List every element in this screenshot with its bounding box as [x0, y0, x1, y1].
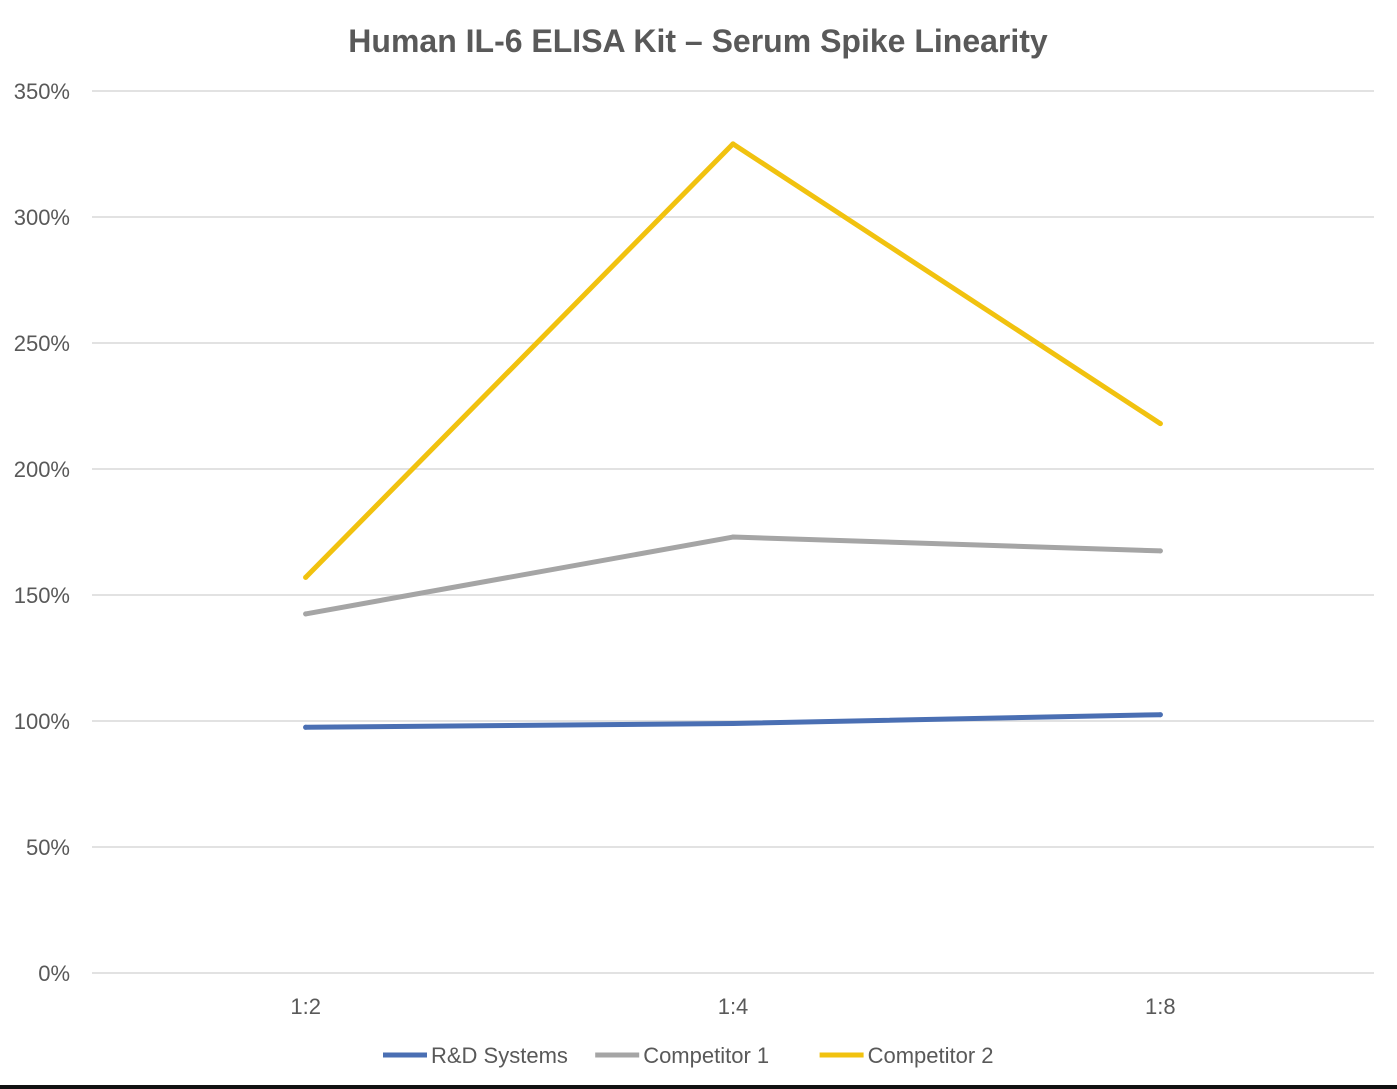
legend-label: R&D Systems	[431, 1043, 568, 1068]
data-point	[1157, 421, 1163, 427]
y-tick-label: 300%	[14, 205, 70, 230]
legend-item: R&D Systems	[383, 1043, 568, 1068]
y-tick-label: 150%	[14, 583, 70, 608]
data-point	[303, 724, 309, 730]
y-axis-tick-labels: 0% 50% 100% 150% 200% 250% 300% 350%	[14, 79, 70, 986]
data-point	[730, 534, 736, 540]
series-line-2	[303, 141, 1163, 580]
x-tick-label: 1:2	[290, 994, 321, 1019]
data-point	[303, 574, 309, 580]
gridlines	[92, 90, 1374, 974]
legend-label: Competitor 2	[868, 1043, 994, 1068]
y-tick-label: 250%	[14, 331, 70, 356]
y-tick-label: 200%	[14, 457, 70, 482]
data-point	[303, 611, 309, 617]
y-tick-label: 50%	[26, 835, 70, 860]
legend-label: Competitor 1	[643, 1043, 769, 1068]
data-point	[1157, 712, 1163, 718]
legend: R&D Systems Competitor 1 Competitor 2	[383, 1043, 994, 1068]
chart-title: Human IL-6 ELISA Kit – Serum Spike Linea…	[348, 23, 1048, 59]
data-point	[730, 721, 736, 727]
legend-item: Competitor 1	[595, 1043, 769, 1068]
x-tick-label: 1:8	[1145, 994, 1176, 1019]
series-line-1	[303, 534, 1163, 617]
legend-item: Competitor 2	[819, 1043, 994, 1068]
data-point	[730, 141, 736, 147]
y-tick-label: 350%	[14, 79, 70, 104]
bottom-border	[0, 1085, 1397, 1089]
y-tick-label: 100%	[14, 709, 70, 734]
x-tick-label: 1:4	[718, 994, 749, 1019]
y-tick-label: 0%	[38, 961, 70, 986]
data-point	[1157, 548, 1163, 554]
series-lines	[303, 141, 1163, 730]
x-axis-tick-labels: 1:2 1:4 1:8	[290, 994, 1175, 1019]
